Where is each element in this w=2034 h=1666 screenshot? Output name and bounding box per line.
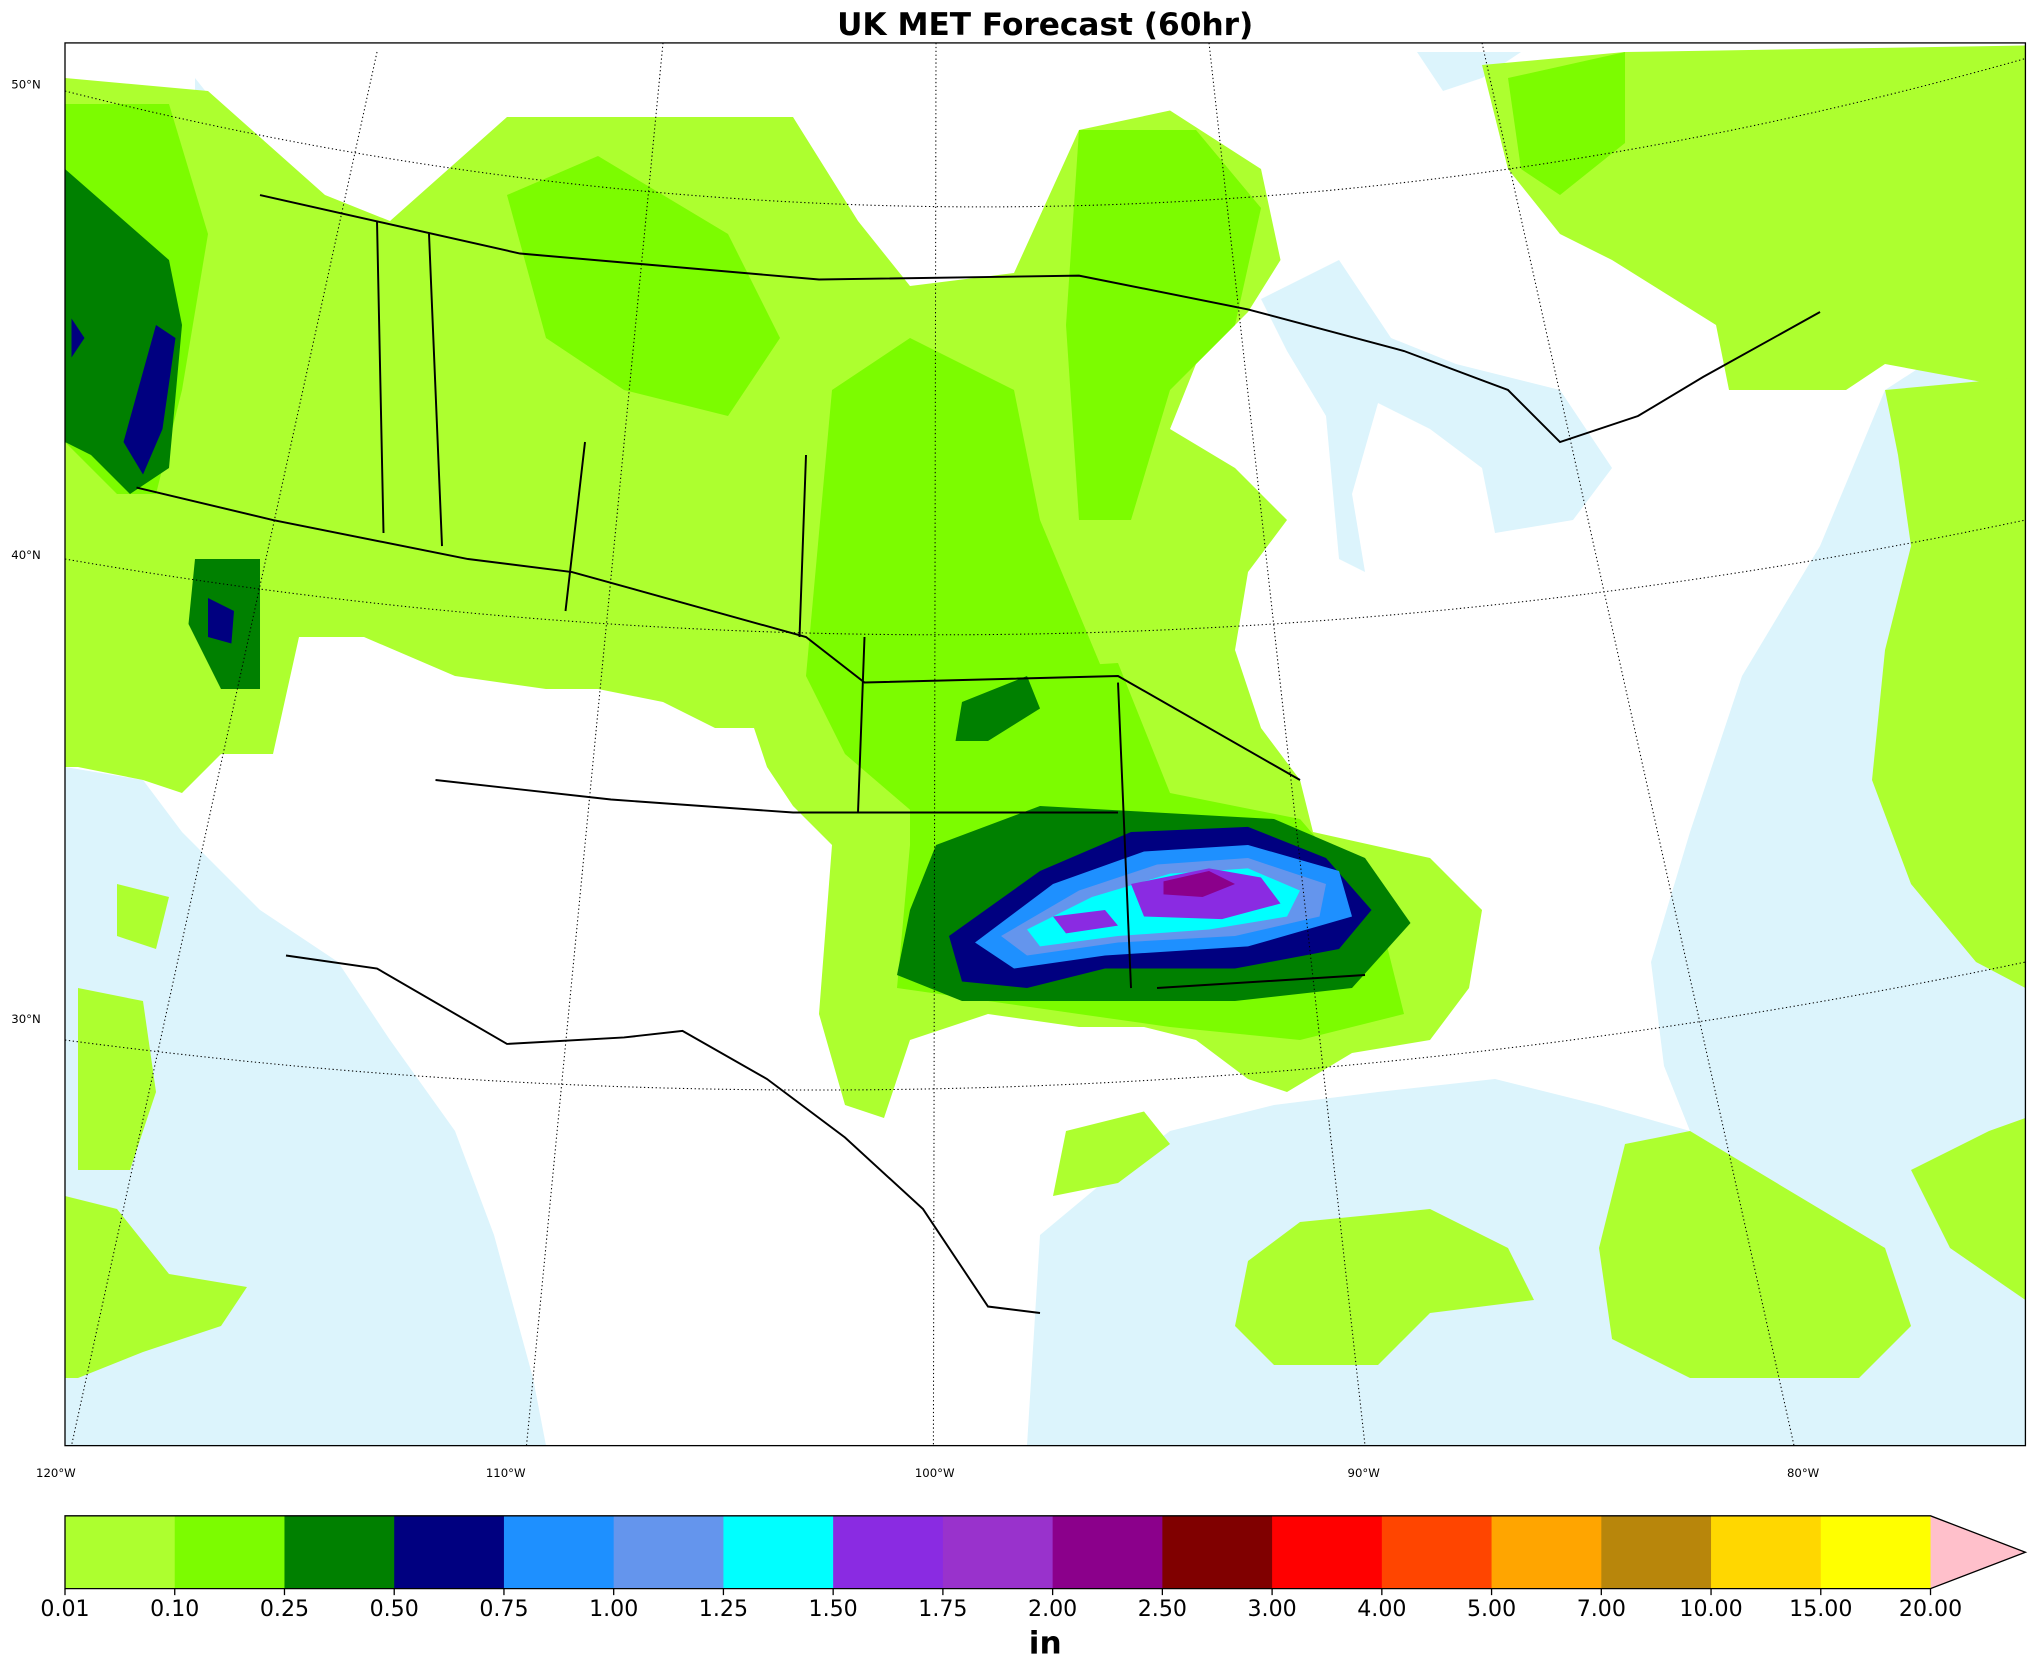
colorbar: 0.01 0.10 0.25 0.50 0.75 1.00 1.25 1.50 1.75 2.00…: [40, 1515, 2028, 1622]
colorbar-tick-label: 1.50: [809, 1596, 858, 1622]
colorbar-tick-label: 1.00: [589, 1596, 638, 1622]
colorbar-tick-label: 0.10: [150, 1596, 199, 1622]
colorbar-unit: in: [1029, 1626, 1062, 1662]
colorbar-tick-label: 15.00: [1789, 1596, 1852, 1622]
colorbar-tick-label: 4.00: [1357, 1596, 1406, 1622]
colorbar-swatch: [1381, 1515, 1492, 1589]
precip-contour: [1508, 52, 1626, 196]
colorbar-tick-label: 2.00: [1028, 1596, 1077, 1622]
precip-contour: [1599, 1131, 1912, 1379]
colorbar-tick-label: 1.25: [699, 1596, 748, 1622]
colorbar-swatch: [174, 1515, 285, 1589]
lat-label: 40°N: [11, 548, 40, 562]
colorbar-tick-label: 0.01: [40, 1596, 89, 1622]
colorbar-swatch: [1491, 1515, 1602, 1589]
colorbar-tick-label: 10.00: [1679, 1596, 1742, 1622]
colorbar-swatch: [1272, 1515, 1383, 1589]
precip-contour: [955, 676, 1041, 742]
map-frame: [64, 42, 2027, 1447]
precip-contour: [1163, 871, 1236, 898]
colorbar-swatch: [942, 1515, 1054, 1589]
colorbar-tick-label: 5.00: [1467, 1596, 1516, 1622]
precipitation-contours: [65, 45, 2026, 1379]
colorbar-swatch: [1162, 1515, 1273, 1589]
precip-contour: [1872, 377, 2026, 989]
graticule: [65, 42, 2026, 1446]
lon-label: 120°W: [36, 1466, 76, 1480]
lon-label: 110°W: [486, 1466, 526, 1480]
lat-label: 50°N: [11, 77, 40, 91]
precip-contour: [71, 318, 235, 644]
colorbar-swatch: [1052, 1515, 1163, 1589]
colorbar-swatch: [503, 1515, 615, 1589]
colorbar-tick-label: 0.25: [260, 1596, 309, 1622]
colorbar-swatch: [1711, 1515, 1822, 1589]
colorbar-swatch: [833, 1515, 944, 1589]
map-title: UK MET Forecast (60hr): [837, 7, 1253, 43]
colorbar-tick-label: 0.75: [479, 1596, 528, 1622]
colorbar-tick-label: 2.50: [1138, 1596, 1187, 1622]
colorbar-tick-label: 7.00: [1577, 1596, 1626, 1622]
colorbar-tick-label: 20.00: [1899, 1596, 1962, 1622]
lon-label: 100°W: [915, 1466, 955, 1480]
precip-contour: [1066, 130, 1262, 521]
borders: [136, 194, 1821, 1314]
colorbar-swatch: [1820, 1515, 1931, 1589]
colorbar-outline: [64, 1515, 2028, 1590]
map: [65, 42, 2026, 1446]
colorbar-tick-label: 0.50: [370, 1596, 419, 1622]
colorbar-tick-label: 3.00: [1247, 1596, 1296, 1622]
lon-label: 90°W: [1348, 1466, 1381, 1480]
colorbar-swatch: [65, 1515, 176, 1589]
colorbar-tick-label: 1.75: [918, 1596, 967, 1622]
colorbar-swatch: [1601, 1515, 1712, 1589]
precip-contour: [65, 1196, 248, 1379]
precip-contour: [1911, 1118, 2026, 1301]
colorbar-swatch: [284, 1515, 395, 1589]
precip-contour: [1053, 1111, 1171, 1197]
colorbar-extension: [1930, 1515, 2026, 1589]
precip-contour: [78, 884, 170, 1171]
colorbar-swatch: [394, 1515, 505, 1589]
precip-contour: [1235, 1209, 1535, 1366]
precip-contour: [507, 156, 781, 417]
colorbar-swatch: [723, 1515, 834, 1589]
colorbar-swatch: [613, 1515, 724, 1589]
lon-label: 80°W: [1787, 1466, 1820, 1480]
lat-label: 30°N: [11, 1012, 40, 1026]
